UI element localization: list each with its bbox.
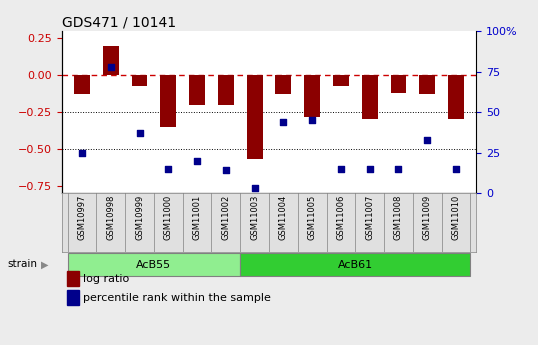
Text: GSM11005: GSM11005: [308, 195, 317, 240]
Point: [164, 166, 173, 171]
Bar: [362, 75, 378, 119]
Bar: [333, 75, 349, 86]
Point: [77, 150, 86, 155]
Point: [222, 168, 230, 173]
Text: GSM11006: GSM11006: [336, 195, 345, 240]
Bar: [247, 75, 263, 159]
Text: percentile rank within the sample: percentile rank within the sample: [83, 293, 271, 303]
Bar: [160, 75, 176, 127]
Point: [193, 158, 201, 164]
Point: [135, 130, 144, 136]
Point: [279, 119, 288, 125]
Text: AcB55: AcB55: [136, 260, 172, 270]
Text: GSM11003: GSM11003: [250, 195, 259, 240]
Text: GSM11009: GSM11009: [423, 195, 431, 240]
Bar: [419, 75, 435, 95]
Point: [452, 166, 461, 171]
Text: GSM11007: GSM11007: [365, 195, 374, 240]
Point: [308, 117, 316, 123]
Text: strain: strain: [7, 259, 37, 269]
Text: GSM11004: GSM11004: [279, 195, 288, 240]
Text: GSM11002: GSM11002: [221, 195, 230, 240]
Point: [394, 166, 403, 171]
Text: GSM11000: GSM11000: [164, 195, 173, 240]
Bar: [189, 75, 205, 105]
Bar: [391, 75, 406, 93]
Point: [423, 137, 431, 142]
Bar: [218, 75, 233, 105]
Bar: [275, 75, 291, 95]
Point: [337, 166, 345, 171]
Bar: [74, 75, 90, 95]
Text: GSM10997: GSM10997: [77, 195, 87, 240]
Point: [250, 186, 259, 191]
Bar: [448, 75, 464, 119]
Text: AcB61: AcB61: [338, 260, 373, 270]
Text: GSM10998: GSM10998: [107, 195, 115, 240]
Point: [365, 166, 374, 171]
Bar: [68, 253, 240, 276]
Bar: [132, 75, 147, 86]
Text: GSM11008: GSM11008: [394, 195, 403, 240]
Text: ▶: ▶: [41, 259, 48, 269]
Text: GSM11010: GSM11010: [451, 195, 461, 240]
Bar: [240, 253, 470, 276]
Point: [107, 64, 115, 69]
Text: GSM10999: GSM10999: [135, 195, 144, 240]
Text: GSM11001: GSM11001: [193, 195, 202, 240]
Bar: [103, 46, 119, 75]
Bar: [305, 75, 320, 117]
Text: log ratio: log ratio: [83, 274, 130, 284]
Text: GDS471 / 10141: GDS471 / 10141: [62, 16, 176, 30]
